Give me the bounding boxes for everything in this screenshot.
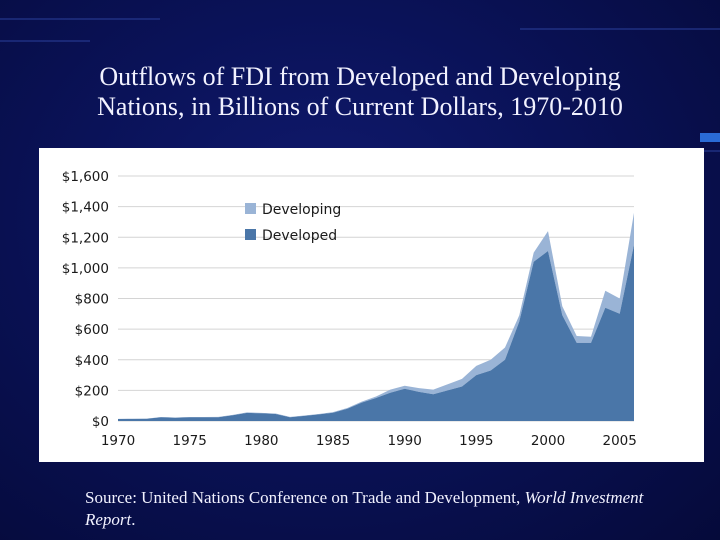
y-tick-label: $400 <box>75 353 109 369</box>
source-publication: World Investment Report <box>85 488 644 529</box>
slide-title: Outflows of FDI from Developed and Devel… <box>40 62 680 122</box>
y-tick-label: $1,200 <box>62 230 109 246</box>
x-tick-label: 1985 <box>316 433 350 449</box>
x-tick-label: 1990 <box>387 433 421 449</box>
slide-title-line-2: Nations, in Billions of Current Dollars,… <box>97 92 623 121</box>
x-tick-label: 1970 <box>101 433 135 449</box>
decor-tab <box>700 133 720 142</box>
legend-swatch-developed <box>245 229 256 240</box>
source-text: Source: United Nations Conference on Tra… <box>85 488 525 507</box>
legend-label-developing: Developing <box>262 202 341 218</box>
source-period: . <box>131 510 136 529</box>
x-tick-label: 2005 <box>602 433 636 449</box>
x-tick-label: 1975 <box>172 433 206 449</box>
x-tick-label: 1995 <box>459 433 493 449</box>
x-tick-label: 1980 <box>244 433 278 449</box>
legend-swatch-developing <box>245 203 256 214</box>
y-tick-label: $800 <box>75 292 109 308</box>
y-tick-label: $1,400 <box>62 200 109 216</box>
chart-panel: $0 $200 $400 $600 $800 $1,000 $1,200 $1,400 $1,6… <box>39 148 704 462</box>
legend-label-developed: Developed <box>262 228 337 244</box>
area-developed <box>118 244 634 421</box>
x-tick-label: 2000 <box>531 433 565 449</box>
y-tick-label: $1,600 <box>62 169 109 185</box>
y-tick-label: $0 <box>92 414 109 430</box>
source-note: Source: United Nations Conference on Tra… <box>85 487 685 531</box>
y-tick-label: $200 <box>75 383 109 399</box>
fdi-area-chart: $0 $200 $400 $600 $800 $1,000 $1,200 $1,400 $1,6… <box>62 169 637 449</box>
slide-title-line-1: Outflows of FDI from Developed and Devel… <box>99 62 621 91</box>
y-tick-label: $600 <box>75 322 109 338</box>
y-tick-label: $1,000 <box>62 261 109 277</box>
